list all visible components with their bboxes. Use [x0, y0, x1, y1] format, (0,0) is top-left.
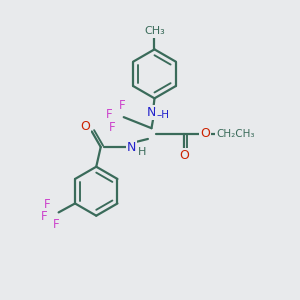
Text: N: N [146, 106, 156, 119]
Text: O: O [179, 149, 189, 162]
Text: F: F [44, 198, 51, 212]
Text: O: O [200, 127, 210, 140]
Text: F: F [41, 210, 48, 224]
Text: CH₃: CH₃ [144, 26, 165, 37]
Text: N: N [127, 140, 136, 154]
Text: –H: –H [156, 110, 169, 120]
Text: F: F [106, 108, 112, 121]
Text: F: F [53, 218, 59, 232]
Text: CH₂CH₃: CH₂CH₃ [217, 129, 255, 139]
Text: F: F [119, 99, 126, 112]
Text: F: F [109, 121, 116, 134]
Text: O: O [80, 120, 90, 133]
Text: H: H [137, 147, 146, 158]
